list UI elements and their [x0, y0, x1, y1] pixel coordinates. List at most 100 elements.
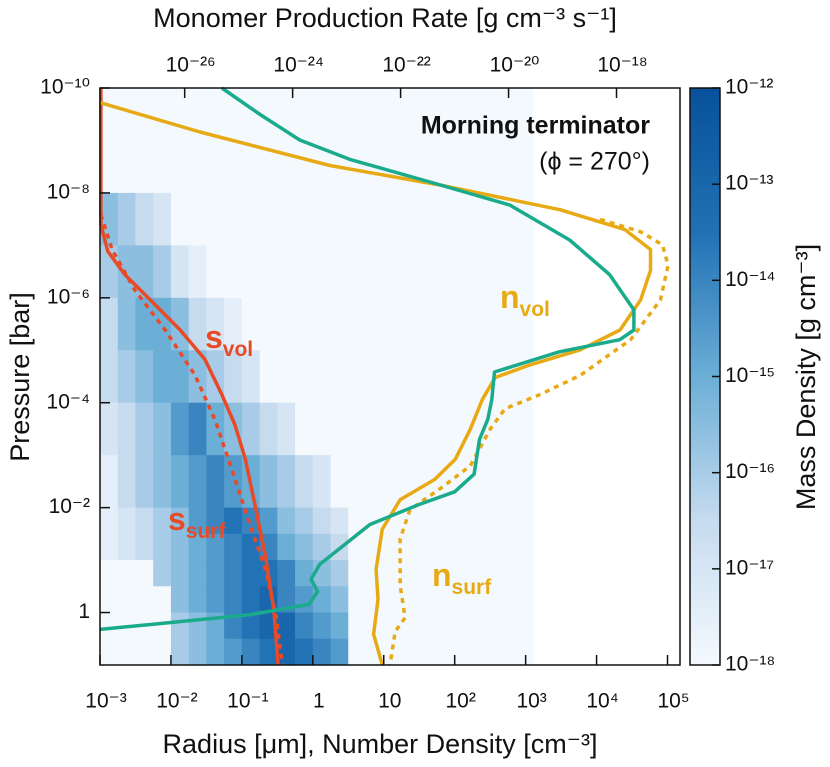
heatmap-cell: [188, 455, 207, 509]
x2-tick-label: 10⁻²⁶: [166, 54, 216, 77]
heatmap-cell: [348, 455, 534, 509]
heatmap-cell: [188, 612, 207, 640]
heatmap-cell: [135, 507, 154, 535]
heatmap-cell: [135, 586, 154, 614]
heatmap-cell: [117, 586, 136, 614]
heatmap-cell: [330, 455, 349, 509]
heatmap-cell: [170, 455, 190, 509]
curve-label: nsurf: [432, 557, 492, 598]
heatmap-cell: [295, 507, 314, 535]
heatmap-cell: [170, 507, 190, 535]
annotation: Morning terminator: [421, 112, 650, 140]
heatmap-cell: [312, 88, 332, 194]
heatmap-cell: [206, 297, 225, 351]
heatmap-cell: [348, 297, 534, 351]
heatmap-cell: [100, 350, 119, 404]
heatmap-cell: [259, 402, 278, 456]
heatmap-cell: [259, 638, 278, 666]
heatmap-cell: [188, 586, 207, 614]
heatmap-cell: [206, 455, 225, 509]
heatmap-cell: [295, 402, 314, 456]
heatmap-cell: [224, 586, 243, 614]
x-tick-label: 10²: [446, 690, 476, 713]
top-axis-title: Monomer Production Rate [g cm⁻³ s⁻¹]: [153, 3, 617, 33]
heatmap-cell: [277, 638, 296, 666]
heatmap-cell: [135, 350, 154, 404]
colorbar-title: Mass Density [g cm⁻³]: [791, 244, 821, 510]
heatmap-cell: [224, 402, 243, 456]
heatmap-cell: [206, 533, 225, 561]
heatmap-cell: [153, 192, 172, 246]
heatmap-cell: [277, 533, 296, 561]
heatmap-cell: [100, 455, 119, 509]
heatmap-cell: [312, 533, 332, 561]
heatmap-cell: [117, 560, 136, 587]
colorbar-tick-label: 10⁻¹⁴: [725, 268, 775, 291]
x2-tick-label: 10⁻¹⁸: [597, 54, 647, 77]
x-axis-title: Radius [μm], Number Density [cm⁻³]: [163, 729, 598, 759]
heatmap-cell: [277, 507, 296, 535]
heatmap-cell: [277, 245, 296, 299]
heatmap-cell: [206, 192, 225, 246]
x-tick-label: 10: [378, 690, 401, 713]
heatmap-cell: [312, 507, 332, 535]
heatmap-cell: [312, 350, 332, 404]
heatmap-cell: [117, 88, 136, 194]
heatmap-cell: [277, 350, 296, 404]
heatmap-cell: [241, 297, 261, 351]
heatmap-cell: [135, 533, 154, 561]
heatmap-cell: [348, 88, 534, 194]
heatmap-cell: [153, 350, 172, 404]
heatmap-cell: [259, 507, 278, 535]
colorbar-tick-label: 10⁻¹⁵: [725, 364, 775, 387]
heatmap-cell: [206, 402, 225, 456]
heatmap-cell: [277, 88, 296, 194]
heatmap-cell: [170, 560, 190, 587]
heatmap-cell: [135, 245, 154, 299]
heatmap-cell: [277, 455, 296, 509]
curve-label-name: n: [500, 279, 520, 315]
heatmap-cell: [277, 297, 296, 351]
profile-line: [99, 86, 636, 632]
heatmap-cell: [224, 192, 243, 246]
heatmap-cell: [277, 192, 296, 246]
curve-label-sub: surf: [452, 576, 493, 599]
heatmap-cell: [330, 350, 349, 404]
heatmap-cell: [241, 192, 261, 246]
heatmap-cell: [330, 88, 349, 194]
heatmap-cell: [170, 638, 190, 666]
annotation: (ϕ = 270°): [539, 148, 650, 176]
heatmap-cell: [153, 455, 172, 509]
heatmap-cell: [277, 560, 296, 587]
heatmap-cell: [170, 402, 190, 456]
heatmap-cell: [224, 455, 243, 509]
heatmap-cell: [135, 638, 154, 666]
heatmap-cell: [170, 88, 190, 194]
heatmap-cell: [295, 560, 314, 587]
profile-line: [99, 88, 280, 665]
heatmap-cell: [135, 560, 154, 587]
curve-label-sub: vol: [223, 338, 253, 361]
heatmap-cell: [117, 297, 136, 351]
heatmap-cell: [295, 455, 314, 509]
x-tick-label: 10⁵: [657, 690, 689, 713]
heatmap-cell: [312, 612, 332, 640]
heatmap-cell: [153, 88, 172, 194]
heatmap-cell: [188, 560, 207, 587]
heatmap-cell: [170, 533, 190, 561]
y-tick-label: 10⁻⁶: [47, 285, 90, 308]
heatmap-cell: [153, 245, 172, 299]
heatmap-cell: [312, 192, 332, 246]
heatmap-cell: [188, 297, 207, 351]
curve-label: nvol: [500, 279, 550, 320]
heatmap-cell: [241, 638, 261, 666]
heatmap-cell: [330, 297, 349, 351]
y-tick-label: 10⁻¹⁰: [40, 76, 90, 99]
heatmap-cell: [241, 612, 261, 640]
heatmap-cell: [206, 507, 225, 535]
heatmap-cell: [295, 612, 314, 640]
heatmap-cell: [241, 350, 261, 404]
heatmap-cell: [206, 638, 225, 666]
heatmap-cell: [153, 297, 172, 351]
heatmap-cell: [241, 402, 261, 456]
